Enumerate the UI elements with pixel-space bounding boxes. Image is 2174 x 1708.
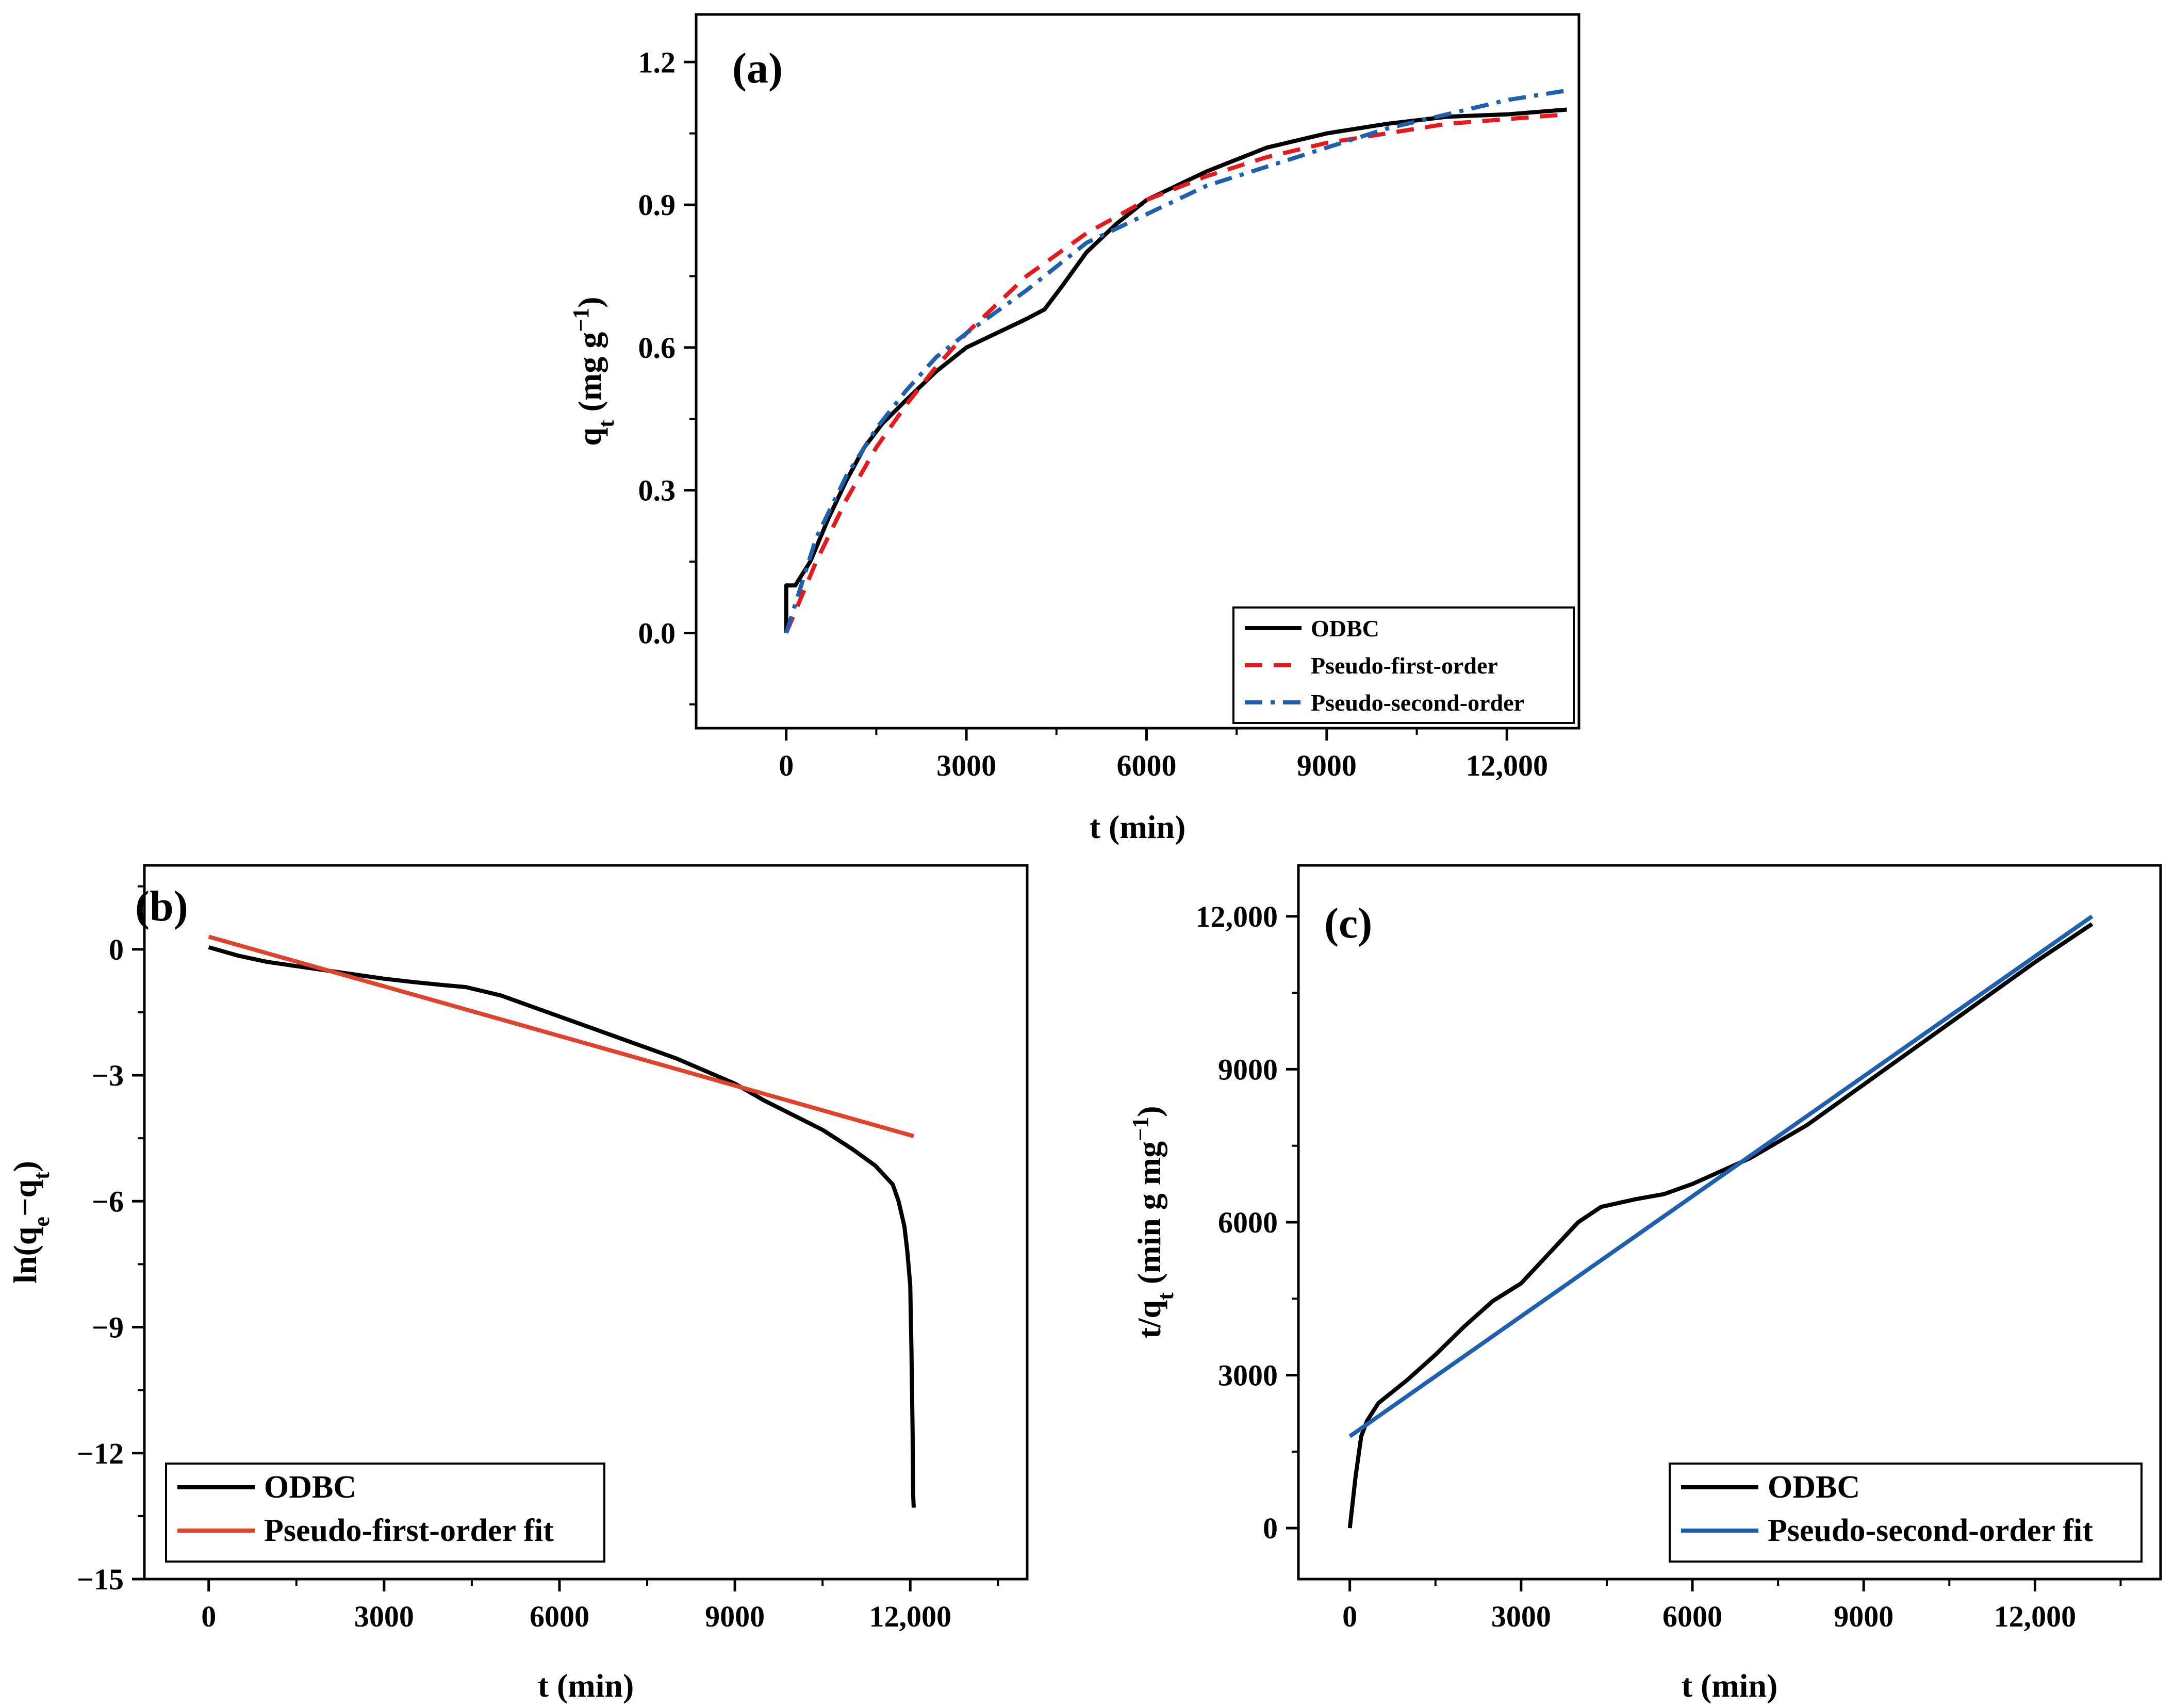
x-tick-label: 12,000 xyxy=(1994,1600,2077,1633)
series-line-3 xyxy=(784,88,1568,634)
y-axis-title: t/qt (min g mg−1) xyxy=(1128,1106,1178,1338)
series-line-2 xyxy=(208,934,915,1138)
legend-box xyxy=(1669,1463,2143,1563)
y-tick-label: 0.6 xyxy=(638,331,676,365)
legend-label: Pseudo-first-order xyxy=(1311,652,1498,679)
x-tick-label: 6000 xyxy=(1116,749,1176,782)
panel-a: 0 3000 6000 9000 12,000 0.0 0.3 0.6 0.9 1.2 ODBC Ps… xyxy=(568,13,1580,845)
x-tick-label: 0 xyxy=(779,749,794,782)
panel-label: (a) xyxy=(732,44,783,92)
legend-label: Pseudo-second-order fit xyxy=(1768,1513,2093,1548)
x-tick-label: 9000 xyxy=(1834,1600,1893,1633)
legend-label: Pseudo-second-order xyxy=(1311,689,1524,716)
x-tick-label: 3000 xyxy=(1491,1600,1551,1633)
panel-c: 0 3000 6000 9000 12,000 0 3000 6000 9000 12,000 OD… xyxy=(1128,864,2162,1704)
y-tick-label: 1.2 xyxy=(638,45,676,79)
y-tick-label: −3 xyxy=(92,1059,124,1092)
panel-label: (b) xyxy=(135,882,188,930)
plot-frame xyxy=(695,13,1580,730)
x-tick-label: 0 xyxy=(1342,1600,1357,1633)
series-line-1 xyxy=(1347,922,2094,1529)
series-line-2 xyxy=(784,112,1568,634)
legend-label: ODBC xyxy=(1768,1470,1860,1505)
y-axis-title: ln(qe−qt) xyxy=(7,1161,54,1284)
series-line-1 xyxy=(784,107,1568,633)
panel-b: 0 3000 6000 9000 12,000 0 −3 −6 −9 −12 −15 ODBC Pseu… xyxy=(7,864,1029,1704)
plot-frame xyxy=(143,864,1029,1581)
y-tick-label: 3000 xyxy=(1218,1359,1278,1392)
panel-label: (c) xyxy=(1324,899,1372,947)
y-tick-label: 12,000 xyxy=(1196,900,1278,933)
x-tick-label: 12,000 xyxy=(869,1600,951,1633)
x-tick-label: 0 xyxy=(201,1600,216,1633)
x-tick-label: 3000 xyxy=(936,749,996,782)
y-tick-label: 0.3 xyxy=(638,474,676,507)
x-tick-label: 12,000 xyxy=(1465,749,1548,782)
y-tick-label: 0.0 xyxy=(638,616,676,650)
x-tick-label: 6000 xyxy=(1662,1600,1722,1633)
x-tick-label: 3000 xyxy=(354,1600,414,1633)
x-axis-title: t (min) xyxy=(538,1667,634,1704)
x-axis-title: t (min) xyxy=(1682,1667,1778,1704)
y-tick-label: 0 xyxy=(1263,1512,1278,1545)
y-tick-label: −9 xyxy=(92,1311,124,1344)
legend-label: ODBC xyxy=(1311,615,1379,642)
y-tick-label: −15 xyxy=(77,1563,124,1596)
y-tick-label: 9000 xyxy=(1218,1053,1278,1086)
y-tick-label: 0 xyxy=(109,933,124,966)
y-tick-label: 6000 xyxy=(1218,1206,1278,1239)
legend-box xyxy=(165,1463,605,1563)
y-tick-label: −12 xyxy=(77,1437,124,1470)
x-tick-label: 6000 xyxy=(530,1600,589,1633)
x-tick-label: 9000 xyxy=(1297,749,1357,782)
y-tick-label: −6 xyxy=(92,1185,124,1218)
y-axis-title: qt (mg g−1) xyxy=(568,297,619,446)
x-axis-title: t (min) xyxy=(1090,809,1186,845)
legend-label: Pseudo-first-order fit xyxy=(264,1513,554,1548)
series-line-2 xyxy=(1348,914,2094,1438)
y-tick-label: 0.9 xyxy=(638,188,676,222)
x-tick-label: 9000 xyxy=(705,1600,765,1633)
legend-label: ODBC xyxy=(264,1470,356,1505)
